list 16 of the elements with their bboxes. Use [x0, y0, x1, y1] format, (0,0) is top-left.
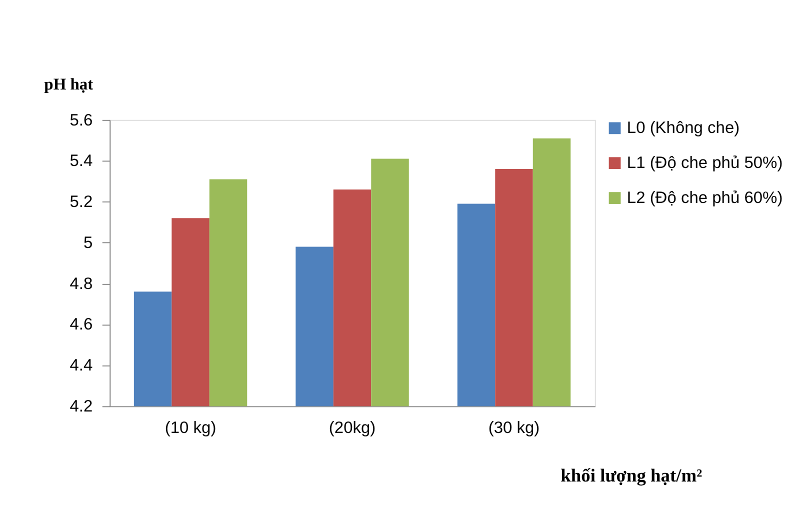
y-tick-label: 5 — [84, 234, 93, 252]
y-tick-label: 4.6 — [70, 316, 93, 334]
legend-label: L0 (Không che) — [626, 119, 740, 138]
y-axis-title: pH hạt — [44, 74, 94, 94]
y-tick-label: 5.4 — [70, 152, 93, 170]
y-tick-label: 4.4 — [70, 356, 93, 375]
y-tick-label: 4.2 — [70, 398, 93, 416]
x-tick-label: (10 kg) — [164, 418, 216, 437]
x-tick-label: (30 kg) — [488, 418, 540, 437]
y-tick-label: 4.8 — [70, 274, 93, 293]
x-axis-title: khối lượng hạt/m² — [560, 465, 703, 486]
legend-label: L2 (Độ che phủ 60%) — [626, 188, 783, 207]
y-tick-label: 5.6 — [70, 111, 93, 130]
x-tick-label: (20kg) — [328, 418, 376, 437]
legend-label: L1 (Độ che phủ 50%) — [626, 154, 783, 172]
y-tick-label: 5.2 — [70, 193, 93, 212]
